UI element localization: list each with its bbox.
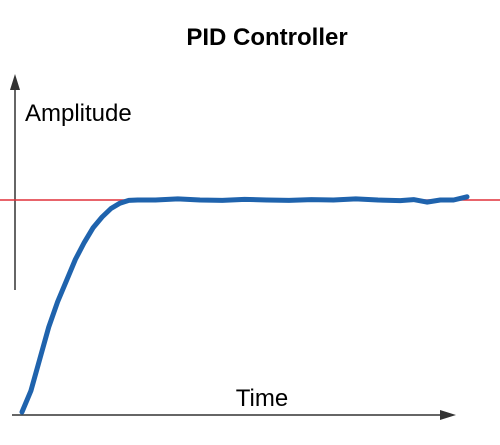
- response-curve: [19, 194, 470, 415]
- x-axis-label: Time: [236, 385, 288, 412]
- y-axis-arrowhead: [10, 74, 20, 90]
- x-axis-arrowhead: [440, 410, 456, 420]
- y-axis-label: Amplitude: [25, 100, 132, 127]
- diagram-title: PID Controller: [186, 24, 347, 51]
